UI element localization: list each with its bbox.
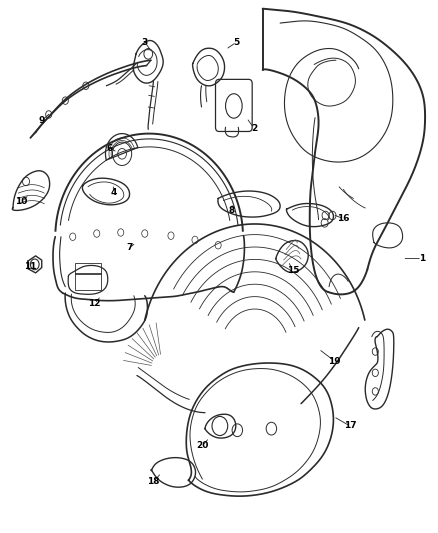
Text: 18: 18: [147, 478, 160, 486]
Text: 7: 7: [126, 244, 133, 253]
Text: 17: 17: [344, 422, 356, 431]
Text: 3: 3: [141, 38, 148, 47]
Text: 5: 5: [233, 38, 240, 47]
Text: 20: 20: [196, 441, 208, 450]
Text: 15: 15: [287, 266, 300, 275]
Text: 8: 8: [229, 206, 235, 215]
Text: 1: 1: [419, 254, 425, 263]
Text: 10: 10: [15, 197, 28, 206]
Text: 12: 12: [88, 299, 101, 308]
Text: 4: 4: [110, 188, 117, 197]
Text: 16: 16: [337, 214, 350, 223]
Text: 19: 19: [328, 357, 341, 366]
Text: 9: 9: [39, 116, 46, 125]
Text: 11: 11: [24, 262, 37, 271]
Text: 2: 2: [251, 124, 257, 133]
Text: 6: 6: [107, 144, 113, 153]
